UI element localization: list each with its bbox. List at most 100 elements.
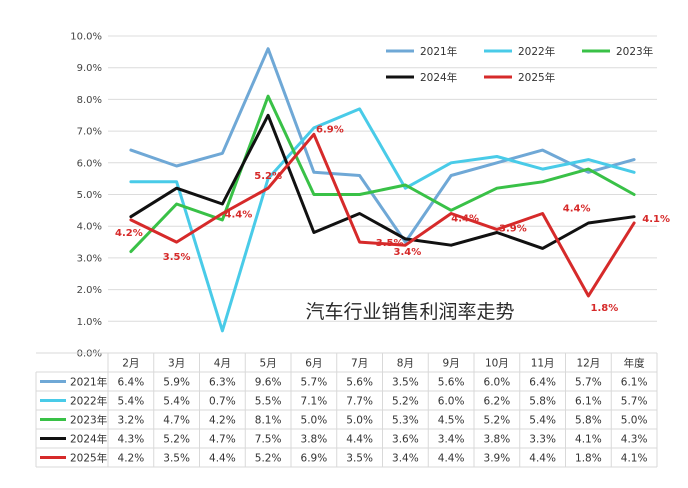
table-row-label: 2021年 bbox=[70, 376, 107, 389]
table-cell: 4.7% bbox=[163, 415, 190, 427]
x-tick-label: 9月 bbox=[443, 358, 460, 370]
table-cell: 3.5% bbox=[163, 453, 190, 465]
table-cell: 5.7% bbox=[575, 377, 602, 389]
data-label: 3.5% bbox=[376, 238, 404, 249]
table-cell: 5.8% bbox=[575, 415, 602, 427]
table-cell: 3.8% bbox=[484, 434, 511, 446]
series-line bbox=[129, 132, 636, 298]
x-tick-label: 12月 bbox=[576, 358, 600, 370]
table-row-label: 2022年 bbox=[70, 395, 107, 408]
x-tick-label: 4月 bbox=[214, 358, 231, 370]
data-label: 4.4% bbox=[563, 204, 591, 215]
table-cell: 8.1% bbox=[255, 415, 282, 427]
data-label: 1.8% bbox=[591, 303, 619, 314]
data-label: 5.2% bbox=[254, 171, 282, 182]
table-cell: 4.2% bbox=[209, 415, 236, 427]
y-tick-label: 9.0% bbox=[77, 63, 102, 74]
series-line bbox=[129, 113, 636, 250]
x-tick-label: 3月 bbox=[168, 358, 185, 370]
table-cell: 3.3% bbox=[529, 434, 556, 446]
table-cell: 5.4% bbox=[529, 415, 556, 427]
table-cell: 5.0% bbox=[621, 415, 648, 427]
table-cell: 4.7% bbox=[209, 434, 236, 446]
table-cell: 3.6% bbox=[392, 434, 419, 446]
table-cell: 5.5% bbox=[255, 396, 282, 408]
table-cell: 4.4% bbox=[209, 453, 236, 465]
table-cell: 7.7% bbox=[346, 396, 373, 408]
table-cell: 3.8% bbox=[301, 434, 328, 446]
x-tick-label: 10月 bbox=[485, 358, 509, 370]
data-label: 3.9% bbox=[499, 223, 527, 234]
x-tick-label: 11月 bbox=[531, 358, 555, 370]
table-cell: 6.4% bbox=[529, 377, 556, 389]
table-cell: 6.1% bbox=[621, 377, 648, 389]
table-cell: 5.3% bbox=[392, 415, 419, 427]
data-label: 4.4% bbox=[225, 210, 253, 221]
table-cell: 5.0% bbox=[301, 415, 328, 427]
legend-label: 2023年 bbox=[616, 45, 653, 58]
table-cell: 5.9% bbox=[163, 377, 190, 389]
table-cell: 9.6% bbox=[255, 377, 282, 389]
table-cell: 4.3% bbox=[621, 434, 648, 446]
data-label: 6.9% bbox=[316, 124, 344, 135]
table-cell: 5.4% bbox=[163, 396, 190, 408]
y-tick-label: 2.0% bbox=[77, 285, 102, 296]
table-cell: 5.7% bbox=[621, 396, 648, 408]
table-row-label: 2024年 bbox=[70, 433, 107, 446]
series-line bbox=[129, 47, 636, 244]
x-tick-label: 6月 bbox=[305, 358, 322, 370]
table-cell: 4.3% bbox=[118, 434, 145, 446]
table-cell: 3.5% bbox=[392, 377, 419, 389]
table-cell: 6.0% bbox=[438, 396, 465, 408]
table-row-label: 2025年 bbox=[70, 452, 107, 465]
table-cell: 5.2% bbox=[255, 453, 282, 465]
table-cell: 4.4% bbox=[346, 434, 373, 446]
table-cell: 4.1% bbox=[621, 453, 648, 465]
x-tick-label: 5月 bbox=[260, 358, 277, 370]
table-cell: 4.1% bbox=[575, 434, 602, 446]
table-row-label: 2023年 bbox=[70, 414, 107, 427]
legend-label: 2021年 bbox=[420, 45, 457, 58]
table-cell: 6.9% bbox=[301, 453, 328, 465]
table-cell: 5.7% bbox=[301, 377, 328, 389]
data-label: 4.2% bbox=[115, 228, 143, 239]
legend-label: 2022年 bbox=[518, 45, 555, 58]
table-cell: 4.4% bbox=[438, 453, 465, 465]
table-cell: 6.3% bbox=[209, 377, 236, 389]
table-cell: 4.4% bbox=[529, 453, 556, 465]
table-cell: 5.0% bbox=[346, 415, 373, 427]
table-cell: 7.1% bbox=[301, 396, 328, 408]
legend-label: 2024年 bbox=[420, 71, 457, 84]
x-tick-label: 年度 bbox=[624, 357, 645, 370]
table-cell: 5.2% bbox=[163, 434, 190, 446]
x-tick-label: 2月 bbox=[122, 358, 139, 370]
table-cell: 5.4% bbox=[118, 396, 145, 408]
table-cell: 6.0% bbox=[484, 377, 511, 389]
y-tick-label: 8.0% bbox=[77, 95, 102, 106]
x-tick-label: 7月 bbox=[351, 358, 368, 370]
y-tick-label: 7.0% bbox=[77, 127, 102, 138]
table-cell: 4.2% bbox=[118, 453, 145, 465]
table-cell: 3.2% bbox=[118, 415, 145, 427]
data-label: 3.4% bbox=[394, 247, 422, 258]
table-cell: 5.8% bbox=[529, 396, 556, 408]
y-tick-label: 0.0% bbox=[77, 349, 102, 360]
y-tick-label: 4.0% bbox=[77, 222, 102, 233]
y-tick-label: 1.0% bbox=[77, 317, 102, 328]
table-cell: 3.9% bbox=[484, 453, 511, 465]
y-tick-label: 3.0% bbox=[77, 253, 102, 264]
legend-label: 2025年 bbox=[518, 71, 555, 84]
table-cell: 5.6% bbox=[438, 377, 465, 389]
table-cell: 5.2% bbox=[392, 396, 419, 408]
table-cell: 6.1% bbox=[575, 396, 602, 408]
y-tick-label: 10.0% bbox=[70, 32, 102, 43]
y-tick-label: 6.0% bbox=[77, 158, 102, 169]
table-cell: 7.5% bbox=[255, 434, 282, 446]
chart-title: 汽车行业销售利润率走势 bbox=[305, 301, 514, 323]
data-label: 3.5% bbox=[163, 252, 191, 263]
table-cell: 6.2% bbox=[484, 396, 511, 408]
table-cell: 0.7% bbox=[209, 396, 236, 408]
table-cell: 5.2% bbox=[484, 415, 511, 427]
